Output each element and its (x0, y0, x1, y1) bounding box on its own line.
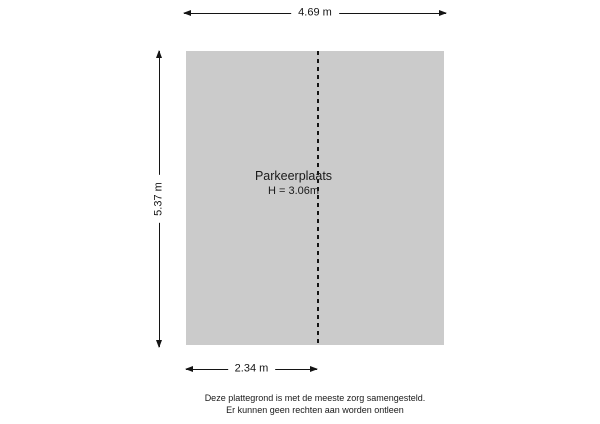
room-divider-dashed-line (317, 51, 319, 345)
dimension-top-label: 4.69 m (291, 6, 339, 20)
dimension-bottom-label: 2.34 m (227, 362, 276, 376)
arrowhead-right-icon (310, 366, 318, 372)
disclaimer-line2: Er kunnen geen rechten aan worden ontlee… (226, 405, 404, 415)
arrowhead-right-icon (439, 10, 447, 16)
arrowhead-up-icon (156, 50, 162, 58)
room-name: Parkeerplaats (254, 169, 333, 183)
room-height-label: H = 3.06m (267, 185, 320, 197)
dimension-left-label: 5.37 m (152, 175, 166, 223)
arrowhead-left-icon (185, 366, 193, 372)
room-parkeerplaats (186, 51, 444, 345)
arrowhead-left-icon (183, 10, 191, 16)
disclaimer-line1: Deze plattegrond is met de meeste zorg s… (204, 393, 426, 403)
arrowhead-down-icon (156, 340, 162, 348)
disclaimer: Deze plattegrond is met de meeste zorg s… (186, 392, 444, 416)
room-label-group: Parkeerplaats H = 3.06m (186, 168, 401, 199)
